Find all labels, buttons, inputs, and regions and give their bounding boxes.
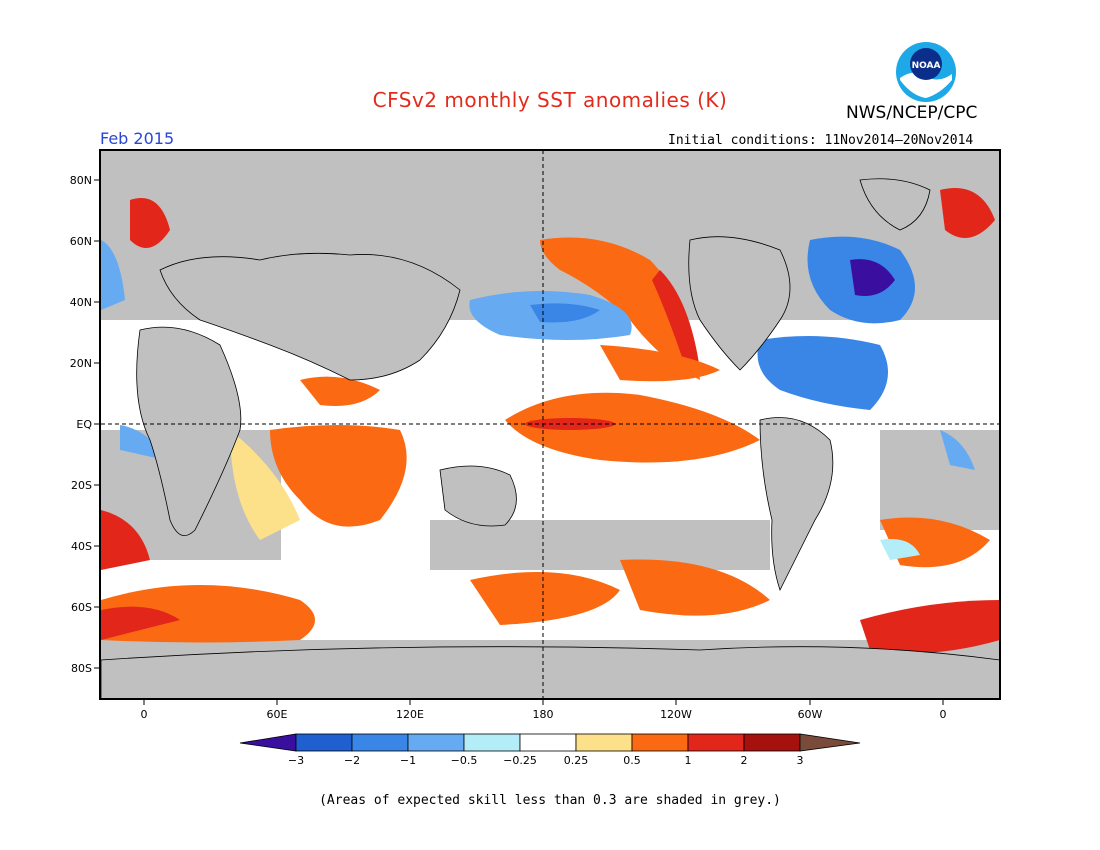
north-atlantic-cold-core — [850, 259, 895, 296]
southern-ocean-red-west — [101, 606, 180, 640]
colorbar-bin — [687, 733, 745, 752]
south-atlantic-light-cool — [880, 539, 920, 560]
skill-footnote: (Areas of expected skill less than 0.3 a… — [319, 793, 781, 808]
greenland-red — [940, 188, 995, 238]
north-america-landmass — [688, 236, 791, 371]
lat-label: 80S — [71, 662, 92, 675]
australia-landmass — [439, 465, 517, 527]
south-america-landmass — [759, 417, 834, 592]
noaa-logo-text: NOAA — [912, 61, 941, 71]
colorbar-bin — [743, 733, 801, 752]
valid-month-label: Feb 2015 — [100, 129, 175, 148]
lon-label: 0 — [940, 708, 947, 721]
lat-label: 80N — [70, 174, 92, 187]
subtropical-pacific-warm — [600, 345, 720, 382]
southern-ocean-warm-west — [101, 585, 315, 643]
colorbar: −3 −2 −1 −0.5 −0.25 0.25 0.5 1 2 3 — [239, 733, 861, 767]
lat-label: 20N — [70, 357, 92, 370]
greenland-landmass — [859, 178, 931, 231]
antarctic-red-east — [860, 600, 1000, 654]
latitude-axis: 80N 60N 40N 20N EQ 20S 40S 60S 80S — [70, 174, 100, 675]
colorbar-label: −1 — [400, 754, 416, 767]
lon-label: 180 — [533, 708, 554, 721]
north-pacific-cool-core — [530, 303, 600, 323]
us-west-coast-warm — [652, 270, 700, 375]
west-europe-cool — [101, 240, 125, 310]
lon-label: 60W — [798, 708, 823, 721]
colorbar-label: 3 — [797, 754, 804, 767]
africa-landmass — [136, 326, 242, 537]
colorbar-bin — [407, 733, 465, 752]
eurasia-landmass — [159, 252, 461, 381]
colorbar-label: 0.25 — [564, 754, 589, 767]
enso-warm-tongue — [505, 392, 760, 463]
colorbar-label: −0.5 — [451, 754, 478, 767]
indian-ocean-warm — [270, 425, 407, 527]
lat-label: 40S — [71, 540, 92, 553]
lat-label: 40N — [70, 296, 92, 309]
lat-label: 20S — [71, 479, 92, 492]
south-pacific-warm-1 — [470, 572, 620, 625]
lon-label: 120W — [660, 708, 692, 721]
lon-label: 60E — [267, 708, 288, 721]
south-atlantic-red — [101, 510, 150, 570]
lon-label: 0 — [141, 708, 148, 721]
colorbar-label: −0.25 — [503, 754, 537, 767]
colorbar-bin — [631, 733, 689, 752]
lat-label: 60N — [70, 235, 92, 248]
colorbar-min-triangle — [239, 733, 297, 752]
no-skill-south-pacific — [430, 520, 770, 570]
colorbar-bin — [463, 733, 521, 752]
indian-ocean-yellow — [230, 430, 300, 540]
colorbar-bin — [295, 733, 353, 752]
colorbar-label: 2 — [741, 754, 748, 767]
colorbar-bin — [575, 733, 633, 752]
continent-outlines — [101, 178, 1000, 699]
antarctica-landmass — [101, 646, 1000, 699]
east-atlantic-cool — [940, 430, 975, 470]
initial-conditions-label: Initial conditions: 11Nov2014–20Nov2014 — [668, 133, 974, 148]
colorbar-bin — [351, 733, 409, 752]
norwegian-sea-red — [130, 198, 170, 248]
agency-label: NWS/NCEP/CPC — [846, 103, 978, 123]
tropical-atlantic-cool — [757, 336, 888, 410]
map-title: CFSv2 monthly SST anomalies (K) — [372, 88, 728, 112]
south-pacific-warm-2 — [620, 559, 770, 616]
noaa-logo: NOAA — [896, 42, 956, 102]
lon-label: 120E — [396, 708, 424, 721]
arabian-sea-warm — [300, 376, 380, 406]
colorbar-max-triangle — [799, 733, 861, 752]
colorbar-label: 1 — [685, 754, 692, 767]
colorbar-bin — [519, 733, 577, 752]
colorbar-label: −2 — [344, 754, 360, 767]
colorbar-label: 0.5 — [623, 754, 641, 767]
lat-label: EQ — [76, 418, 92, 431]
no-skill-south-atlantic-west — [880, 430, 1000, 530]
colorbar-label: −3 — [288, 754, 304, 767]
lat-label: 60S — [71, 601, 92, 614]
longitude-axis: 0 60E 120E 180 120W 60W 0 — [141, 699, 947, 721]
